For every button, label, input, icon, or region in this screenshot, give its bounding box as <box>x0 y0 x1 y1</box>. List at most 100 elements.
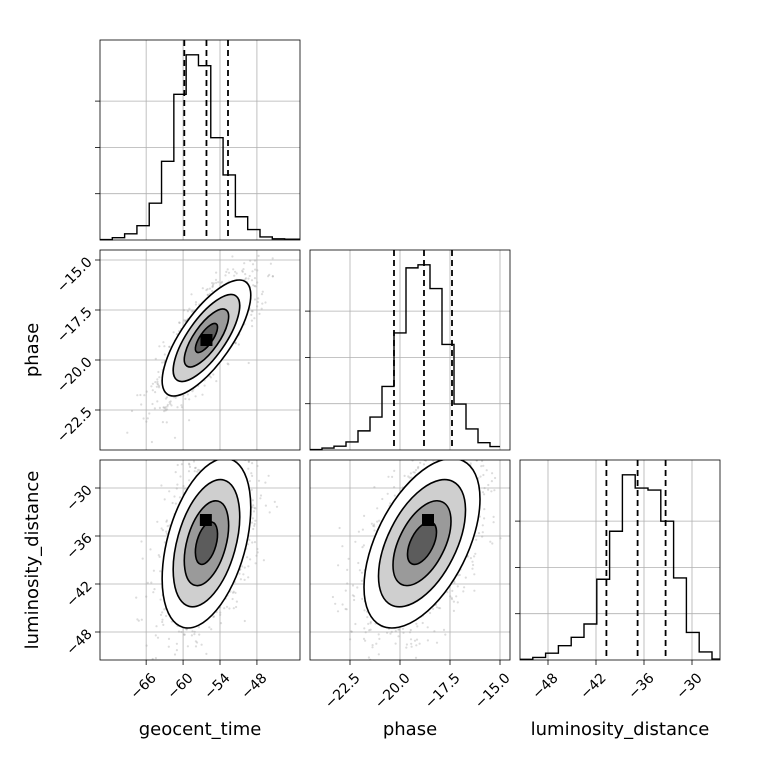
sample-point <box>491 472 494 475</box>
sample-point <box>429 611 432 615</box>
sample-point <box>234 342 237 345</box>
x-tick-label-phase-2: −17.5 <box>422 670 464 712</box>
sample-point <box>221 443 223 445</box>
y-tick-label-luminosity_distance-3: −30 <box>63 482 95 514</box>
sample-point <box>244 278 247 281</box>
sample-point <box>178 496 182 499</box>
sample-point <box>437 457 439 459</box>
sample-point <box>243 262 246 265</box>
sample-point <box>469 557 472 560</box>
sample-point <box>166 405 169 408</box>
sample-point <box>143 394 146 397</box>
sample-point <box>464 576 467 579</box>
sample-point <box>164 397 168 400</box>
sample-point <box>249 407 251 409</box>
sample-point <box>130 409 134 413</box>
panel-phase-luminosity_distance <box>309 391 511 661</box>
sample-point <box>363 627 366 630</box>
sample-point <box>461 435 463 437</box>
sample-point <box>370 522 373 525</box>
sample-point <box>244 277 248 280</box>
sample-point <box>199 457 201 459</box>
sample-point <box>394 642 397 645</box>
sample-point <box>405 643 408 646</box>
sample-point <box>397 635 400 638</box>
sample-point <box>166 525 169 528</box>
sample-point <box>271 257 274 260</box>
sample-point <box>424 460 427 462</box>
sample-point <box>415 638 419 641</box>
sample-point <box>172 331 175 334</box>
sample-point <box>410 645 413 648</box>
sample-point <box>180 404 183 407</box>
sample-point <box>353 598 356 602</box>
sample-point <box>162 623 165 627</box>
sample-point <box>473 573 476 576</box>
sample-point <box>389 502 392 505</box>
sample-point <box>205 289 208 292</box>
sample-point <box>246 556 249 559</box>
sample-point <box>269 262 272 265</box>
sample-point <box>183 633 186 636</box>
sample-point <box>231 591 235 594</box>
sample-point <box>252 510 256 513</box>
sample-point <box>426 639 429 642</box>
sample-point <box>378 519 381 522</box>
sample-point <box>212 615 215 619</box>
sample-point <box>175 487 178 490</box>
x-tick-label-geocent_time-3: −48 <box>238 670 270 702</box>
hist-panel-luminosity_distance <box>515 459 721 661</box>
contour-3 <box>161 460 252 629</box>
sample-point <box>360 579 363 582</box>
sample-point <box>188 463 191 466</box>
sample-point <box>474 451 476 453</box>
sample-point <box>215 281 218 284</box>
sample-point <box>197 626 200 629</box>
sample-point <box>248 274 251 278</box>
sample-point <box>506 451 508 453</box>
sample-point <box>362 544 365 547</box>
sample-point <box>169 402 172 405</box>
sample-point <box>220 281 223 284</box>
sample-point <box>341 603 344 606</box>
sample-point <box>206 293 209 296</box>
sample-point <box>250 521 253 524</box>
sample-point <box>456 601 459 604</box>
sample-point <box>159 613 163 617</box>
sample-point <box>473 446 475 448</box>
sample-point <box>256 551 259 554</box>
sample-point <box>158 555 161 559</box>
sample-point <box>349 638 352 641</box>
sample-point <box>254 519 257 522</box>
sample-point <box>435 606 439 609</box>
sample-point <box>239 456 241 458</box>
sample-point <box>161 620 164 624</box>
sample-point <box>482 455 484 457</box>
sample-point <box>413 639 417 642</box>
sample-point <box>159 598 162 601</box>
sample-point <box>223 438 225 440</box>
sample-point <box>194 645 198 648</box>
sample-point <box>243 578 246 582</box>
sample-point <box>483 517 486 520</box>
sample-point <box>176 463 179 467</box>
sample-point <box>188 479 191 482</box>
sample-point <box>499 537 502 540</box>
y-axis-label-luminosity_distance: luminosity_distance <box>22 471 43 650</box>
sample-point <box>194 301 198 304</box>
sample-point <box>188 398 191 401</box>
sample-point <box>256 305 259 308</box>
sample-point <box>165 665 167 667</box>
sample-point <box>479 422 481 424</box>
sample-point <box>502 391 504 393</box>
sample-point <box>232 590 235 593</box>
sample-point <box>408 631 412 634</box>
sample-point <box>212 615 216 618</box>
sample-point <box>206 293 209 297</box>
sample-point <box>437 452 439 454</box>
sample-point <box>251 325 254 328</box>
sample-point <box>338 526 341 530</box>
sample-point <box>235 605 238 609</box>
sample-point <box>227 271 231 274</box>
sample-point <box>361 546 364 549</box>
